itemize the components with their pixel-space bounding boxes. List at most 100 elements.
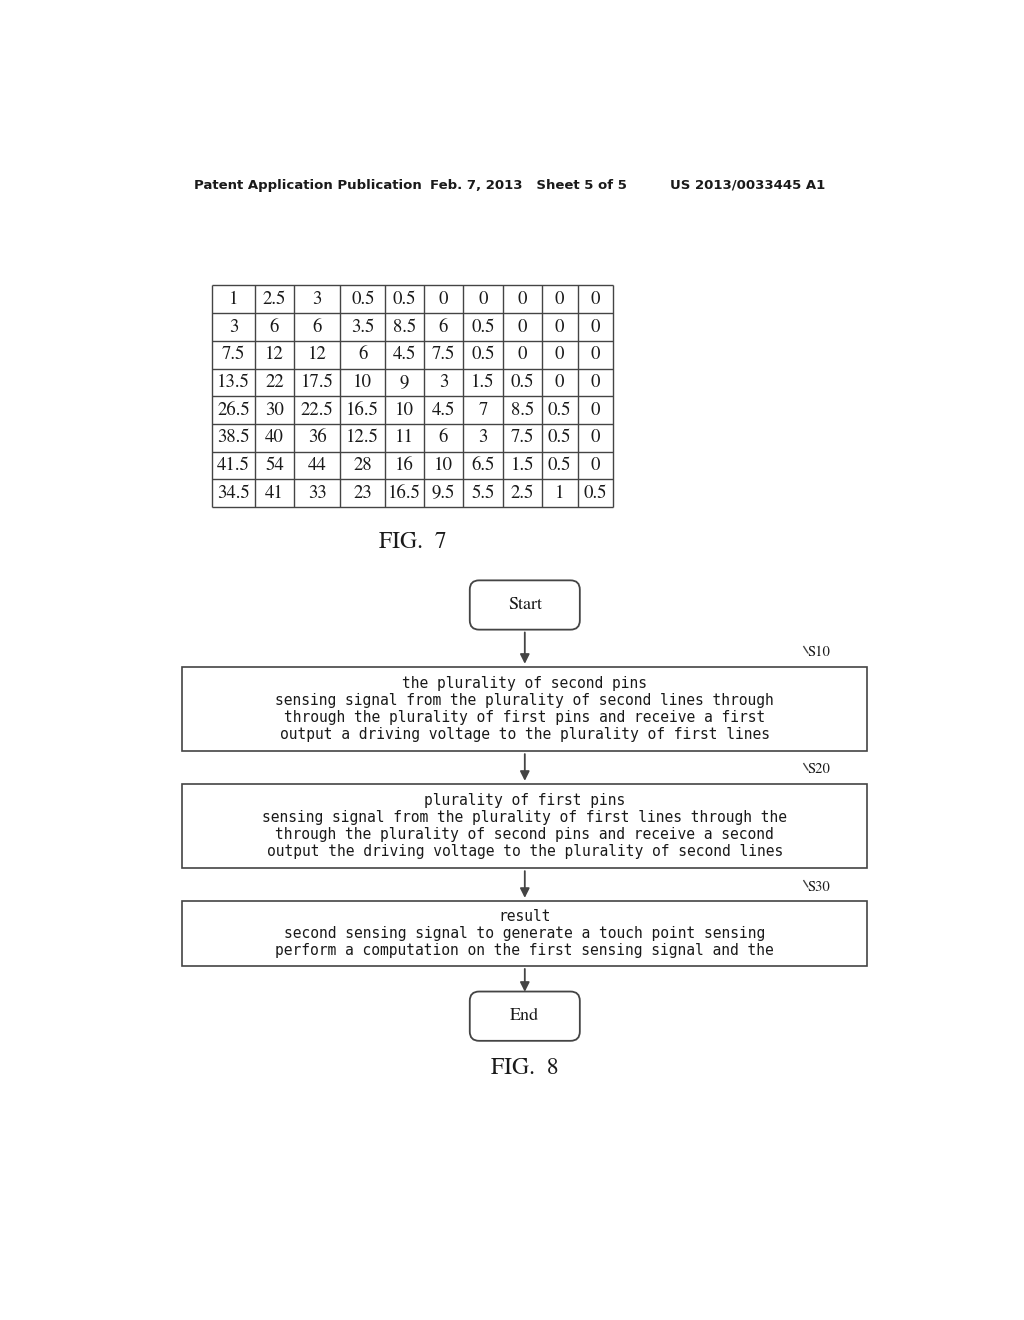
Text: 0: 0 <box>555 374 564 391</box>
Text: 23: 23 <box>353 484 372 502</box>
Text: 0.5: 0.5 <box>548 457 571 474</box>
Text: the plurality of second pins: the plurality of second pins <box>402 676 647 692</box>
Text: 0.5: 0.5 <box>584 484 607 502</box>
Text: 22: 22 <box>265 374 284 391</box>
Text: 0: 0 <box>555 290 564 308</box>
Text: 7.5: 7.5 <box>432 346 455 363</box>
Text: 16.5: 16.5 <box>388 484 421 502</box>
Text: 0.5: 0.5 <box>548 429 571 446</box>
Text: 1.5: 1.5 <box>471 374 495 391</box>
Text: 3: 3 <box>478 429 487 446</box>
Text: 30: 30 <box>265 401 284 418</box>
Text: End: End <box>510 1008 540 1024</box>
Text: Start: Start <box>508 597 542 612</box>
Text: through the plurality of first pins and receive a first: through the plurality of first pins and … <box>285 710 765 725</box>
Text: 40: 40 <box>265 429 284 446</box>
Bar <box>182 784 867 869</box>
Text: 0: 0 <box>591 346 600 363</box>
Text: 12.5: 12.5 <box>346 429 379 446</box>
Text: 41: 41 <box>265 484 284 502</box>
Text: output a driving voltage to the plurality of first lines: output a driving voltage to the pluralit… <box>280 727 770 742</box>
Text: 0: 0 <box>518 290 527 308</box>
Text: plurality of first pins: plurality of first pins <box>424 793 626 808</box>
Text: US 2013/0033445 A1: US 2013/0033445 A1 <box>671 178 825 191</box>
Text: 3: 3 <box>312 290 322 308</box>
Text: 0.5: 0.5 <box>393 290 417 308</box>
Text: 0: 0 <box>591 374 600 391</box>
Text: 10: 10 <box>395 401 414 418</box>
Text: 54: 54 <box>265 457 284 474</box>
Text: 12: 12 <box>307 346 327 363</box>
Text: 3.5: 3.5 <box>351 318 375 335</box>
Text: 44: 44 <box>308 457 327 474</box>
FancyBboxPatch shape <box>470 991 580 1040</box>
Text: 7: 7 <box>478 401 487 418</box>
Text: 2.5: 2.5 <box>511 484 535 502</box>
Text: sensing signal from the plurality of first lines through the: sensing signal from the plurality of fir… <box>262 810 787 825</box>
Text: 0.5: 0.5 <box>471 346 495 363</box>
Text: FIG.  7: FIG. 7 <box>379 531 446 553</box>
Text: 4.5: 4.5 <box>393 346 417 363</box>
Text: 11: 11 <box>395 429 414 446</box>
Text: 0: 0 <box>591 457 600 474</box>
Text: 0: 0 <box>555 346 564 363</box>
Text: 8.5: 8.5 <box>393 318 417 335</box>
Text: 7.5: 7.5 <box>511 429 535 446</box>
Text: 0: 0 <box>555 318 564 335</box>
Text: 0: 0 <box>518 318 527 335</box>
Text: 3: 3 <box>438 374 449 391</box>
Text: 6: 6 <box>438 429 449 446</box>
Text: result: result <box>499 909 551 924</box>
Text: 5.5: 5.5 <box>471 484 495 502</box>
Text: S30: S30 <box>808 880 830 894</box>
Text: 6: 6 <box>269 318 280 335</box>
Text: 6: 6 <box>358 346 368 363</box>
Text: 1: 1 <box>228 290 239 308</box>
Text: 3: 3 <box>228 318 239 335</box>
Text: 6: 6 <box>438 318 449 335</box>
Text: Patent Application Publication: Patent Application Publication <box>194 178 422 191</box>
Text: 0: 0 <box>591 429 600 446</box>
Text: 0.5: 0.5 <box>351 290 375 308</box>
Text: 0: 0 <box>591 318 600 335</box>
Text: 16.5: 16.5 <box>346 401 379 418</box>
Text: 0: 0 <box>518 346 527 363</box>
Text: 13.5: 13.5 <box>217 374 250 391</box>
Text: 0.5: 0.5 <box>548 401 571 418</box>
Text: 9: 9 <box>400 374 410 391</box>
Text: 4.5: 4.5 <box>432 401 455 418</box>
Text: 16: 16 <box>395 457 414 474</box>
Text: 0: 0 <box>591 290 600 308</box>
Text: 6.5: 6.5 <box>471 457 495 474</box>
Text: output the driving voltage to the plurality of second lines: output the driving voltage to the plural… <box>266 843 783 859</box>
Text: 0: 0 <box>478 290 487 308</box>
Text: 0.5: 0.5 <box>511 374 535 391</box>
Text: 34.5: 34.5 <box>217 484 250 502</box>
Bar <box>182 667 867 751</box>
Text: 10: 10 <box>434 457 453 474</box>
Text: 28: 28 <box>353 457 372 474</box>
Text: 12: 12 <box>265 346 284 363</box>
Text: 10: 10 <box>353 374 373 391</box>
Text: FIG.  8: FIG. 8 <box>492 1057 558 1080</box>
Text: 33: 33 <box>308 484 327 502</box>
FancyBboxPatch shape <box>470 581 580 630</box>
Text: 22.5: 22.5 <box>301 401 334 418</box>
Text: 17.5: 17.5 <box>301 374 334 391</box>
Text: S20: S20 <box>808 763 830 776</box>
Text: 36: 36 <box>308 429 327 446</box>
Text: 41.5: 41.5 <box>217 457 250 474</box>
Text: 0: 0 <box>591 401 600 418</box>
Text: 0: 0 <box>438 290 449 308</box>
Text: 0.5: 0.5 <box>471 318 495 335</box>
Text: 38.5: 38.5 <box>217 429 250 446</box>
Text: Feb. 7, 2013   Sheet 5 of 5: Feb. 7, 2013 Sheet 5 of 5 <box>430 178 627 191</box>
Text: 26.5: 26.5 <box>217 401 250 418</box>
Text: perform a computation on the first sensing signal and the: perform a computation on the first sensi… <box>275 942 774 958</box>
Text: 6: 6 <box>312 318 322 335</box>
Text: sensing signal from the plurality of second lines through: sensing signal from the plurality of sec… <box>275 693 774 708</box>
Text: S10: S10 <box>808 645 830 660</box>
Text: second sensing signal to generate a touch point sensing: second sensing signal to generate a touc… <box>285 925 765 941</box>
Text: through the plurality of second pins and receive a second: through the plurality of second pins and… <box>275 826 774 842</box>
Text: 1: 1 <box>555 484 564 502</box>
